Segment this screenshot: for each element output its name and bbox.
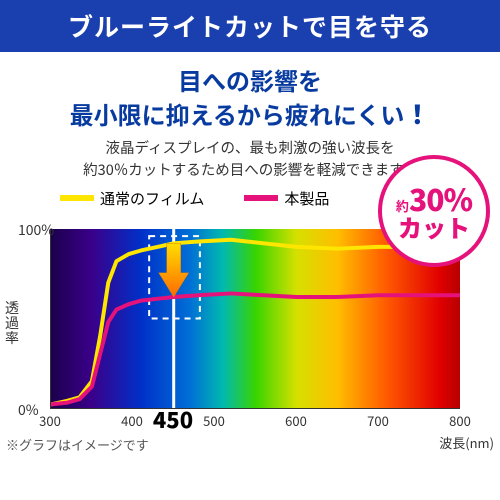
x-tick-label: 500 bbox=[203, 411, 225, 430]
subtext-l2: 約30％カットするため目への影響を軽減できます。 bbox=[83, 159, 417, 180]
x-tick-label: 600 bbox=[285, 411, 307, 430]
legend-product: 本製品 bbox=[244, 188, 329, 209]
y-axis-title: 透 過 率 bbox=[4, 301, 20, 347]
x-axis-label: 波長(nm) bbox=[439, 433, 494, 452]
y-tick-label: 0% bbox=[18, 400, 39, 420]
headline: 目への影響を 最小限に抑えるから疲れにくい！ bbox=[10, 64, 490, 131]
legend-product-swatch bbox=[244, 195, 278, 201]
legend-normal: 通常のフィルム bbox=[60, 188, 204, 209]
headline-l2: 最小限に抑えるから疲れにくい bbox=[70, 96, 405, 131]
legend-normal-swatch bbox=[60, 195, 94, 201]
x-tick-label: 450 bbox=[153, 403, 193, 435]
callout-suffix: カット bbox=[398, 215, 470, 239]
headline-excl: ！ bbox=[404, 95, 430, 132]
callout-badge: 約 30% カット bbox=[378, 155, 490, 267]
spectrum-bg bbox=[51, 229, 460, 408]
legend-normal-label: 通常のフィルム bbox=[100, 188, 204, 209]
x-tick-label: 700 bbox=[367, 411, 389, 430]
x-tick-label: 800 bbox=[449, 411, 471, 430]
plot-area bbox=[50, 229, 460, 409]
x-tick-label: 300 bbox=[39, 411, 61, 430]
headline-l1: 目への影響を bbox=[178, 62, 322, 97]
subtext-l1: 液晶ディスプレイの、最も刺激の強い波長を bbox=[106, 137, 395, 158]
legend-product-label: 本製品 bbox=[284, 188, 329, 209]
disclaimer: ※グラフはイメージです bbox=[6, 435, 149, 454]
y-tick-label: 100% bbox=[18, 220, 54, 240]
x-tick-label: 400 bbox=[121, 411, 143, 430]
banner: ブルーライトカットで目を守る bbox=[0, 0, 500, 52]
